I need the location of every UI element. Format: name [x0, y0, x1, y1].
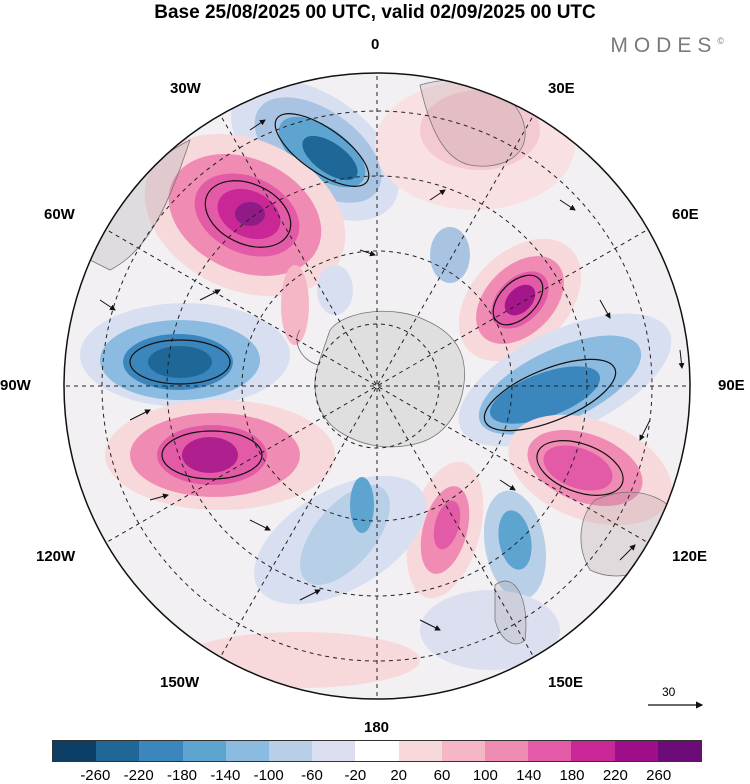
latitude-circle	[241, 250, 513, 522]
wind-arrow	[639, 419, 651, 441]
colorbar-swatch	[139, 741, 183, 761]
modes-logo: MODES©	[610, 34, 724, 58]
negative-anomaly	[302, 135, 358, 181]
lon-label-150w: 150W	[160, 674, 200, 691]
positive-anomaly	[420, 90, 540, 170]
colorbar-swatch	[96, 741, 140, 761]
lon-label-120w: 120W	[36, 548, 76, 565]
lon-label-30e: 30E	[548, 80, 575, 97]
colorbar-tick-label: 20	[390, 767, 407, 784]
wind-arrow	[99, 299, 116, 311]
colorbar-tick-label: 140	[516, 767, 542, 784]
colorbar-swatch	[657, 741, 702, 761]
contour	[204, 180, 292, 248]
contour	[274, 113, 370, 187]
negative-anomaly	[420, 590, 560, 670]
colorbar-tick-label: -60	[301, 767, 323, 784]
map-title: Base 25/08/2025 00 UTC, valid 02/09/2025…	[154, 2, 596, 23]
lon-label-180: 180	[364, 719, 390, 736]
wind-arrow	[678, 349, 685, 369]
negative-anomaly	[489, 366, 601, 424]
colorbar-swatch	[355, 741, 399, 761]
contour	[483, 358, 617, 432]
colorbar-tick-label: 100	[472, 767, 498, 784]
colorbar	[52, 740, 702, 762]
wind-arrow	[559, 199, 576, 211]
wind-arrow	[599, 299, 611, 319]
positive-anomaly	[235, 202, 265, 226]
colorbar-swatch	[528, 741, 572, 761]
positive-anomaly	[543, 445, 613, 491]
positive-anomaly	[182, 437, 238, 473]
lon-label-30w: 30W	[170, 80, 201, 97]
contour	[161, 430, 263, 480]
colorbar-tick-label: -260	[80, 767, 111, 784]
colorbar-swatch	[269, 741, 313, 761]
negative-anomaly	[498, 510, 532, 570]
contour	[492, 274, 544, 326]
colorbar-swatch	[441, 741, 486, 761]
positive-anomaly	[180, 632, 420, 688]
colorbar-swatch	[225, 741, 270, 761]
colorbar-swatch	[571, 741, 615, 761]
wind-arrow	[149, 493, 169, 501]
wind-vectors	[99, 119, 685, 631]
negative-anomaly	[317, 265, 353, 315]
map-frame	[63, 72, 691, 700]
lon-label-90w: 90W	[0, 377, 31, 394]
map-disc	[64, 73, 690, 699]
brand-text: MODES	[610, 34, 718, 57]
colorbar-swatch	[614, 741, 658, 761]
negative-anomaly	[430, 227, 470, 283]
antarctica-coast	[314, 310, 465, 448]
wind-arrow	[619, 544, 636, 561]
colorbar-swatch	[485, 741, 529, 761]
contour	[536, 440, 624, 496]
wind-arrow	[299, 589, 321, 601]
wind-arrow	[359, 249, 376, 257]
colorbar-tick-label: -20	[344, 767, 367, 784]
lon-label-0: 0	[371, 36, 380, 53]
wind-arrow	[249, 119, 266, 131]
wind-arrow	[499, 479, 516, 491]
colorbar-tick-label: -180	[166, 767, 198, 784]
reference-vector-label: 30	[662, 685, 676, 699]
copyright-mark: ©	[717, 36, 724, 46]
colorbar-tick-label: 60	[433, 767, 451, 784]
antarctica-landmass	[314, 311, 465, 447]
colorbar-tick-label: 180	[559, 767, 585, 784]
lon-label-60w: 60W	[44, 206, 75, 223]
contour-lines	[129, 113, 624, 496]
wind-arrow	[249, 519, 271, 531]
colorbar-swatch	[182, 741, 226, 761]
lon-label-120e: 120E	[672, 548, 708, 565]
wind-arrow	[199, 289, 221, 301]
wind-arrow	[419, 619, 441, 631]
colorbar-swatch	[312, 741, 356, 761]
anomaly-field	[69, 79, 690, 688]
graticule	[64, 73, 690, 699]
lon-label-90e: 90E	[718, 377, 745, 394]
colorbar-tick-label: -220	[123, 767, 154, 784]
lon-label-60e: 60E	[672, 206, 699, 223]
wind-arrow	[129, 409, 151, 421]
colorbar-tick-label: 220	[602, 767, 628, 784]
colorbar-swatch	[53, 741, 97, 761]
wind-arrow	[429, 189, 446, 201]
negative-anomaly	[148, 346, 212, 378]
colorbar-tick-label: -100	[253, 767, 284, 784]
colorbar-swatch	[398, 741, 442, 761]
negative-anomaly	[350, 477, 374, 533]
colorbar-tick-label: 260	[646, 767, 672, 784]
peninsula-coast	[296, 329, 319, 366]
positive-anomaly	[433, 500, 461, 550]
contour	[129, 339, 231, 385]
colorbar-tick-label: -140	[210, 767, 241, 784]
lon-label-150e: 150E	[548, 674, 584, 691]
